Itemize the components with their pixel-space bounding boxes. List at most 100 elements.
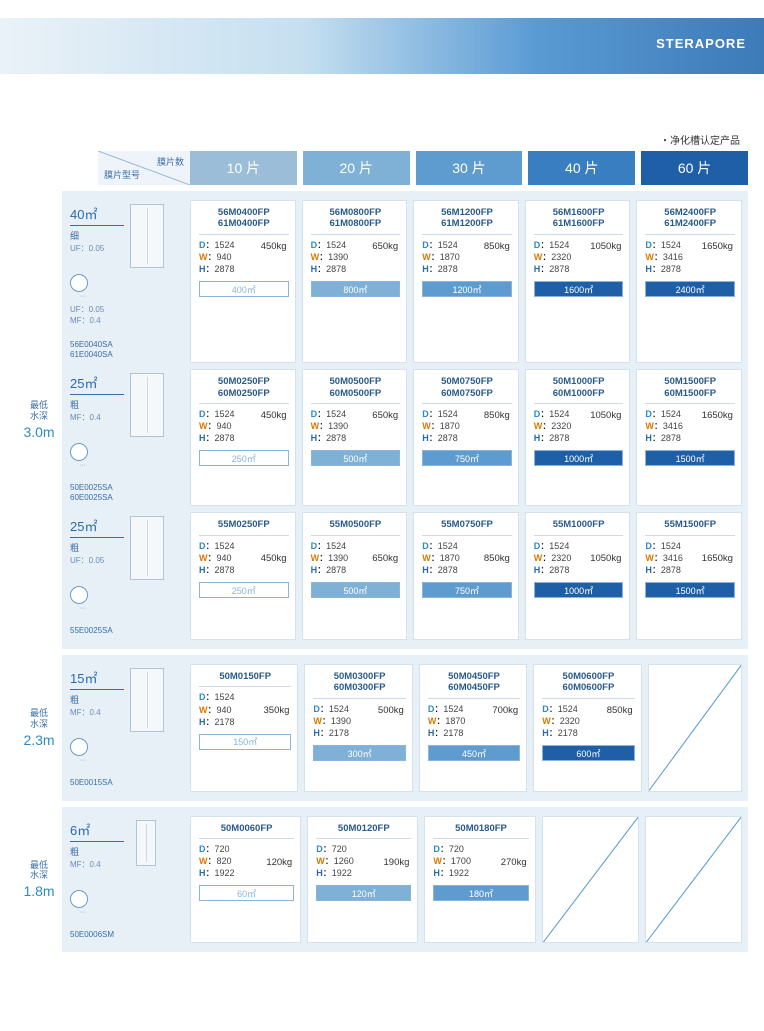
module-codes: 56M1600FP61M1600FP <box>534 207 624 235</box>
module-codes: 56M0400FP61M0400FP <box>199 207 289 235</box>
product-cell <box>648 664 742 792</box>
product-cell: 50M0060FPD：720W：820H：1922120kg60㎡ <box>190 816 301 944</box>
weight: 650kg <box>372 553 398 564</box>
row-head: 25㎡粗UF：0.05· · ·55E0025SA <box>62 512 190 640</box>
depth-value: 1.8m <box>23 883 54 899</box>
module-codes: 56M0800FP61M0800FP <box>311 207 401 235</box>
module-codes: 50M0600FP60M0600FP <box>542 671 634 699</box>
membrane-spec: MF：0.4 <box>70 707 124 718</box>
depth-value: 2.3m <box>23 732 54 748</box>
product-cell: 50M1500FP60M1500FPD：1524W：3416H：28781650… <box>636 369 742 506</box>
area-badge: 1000㎡ <box>534 450 624 466</box>
cells: 50M0250FP60M0250FPD：1524W：940H：2878450kg… <box>190 369 748 506</box>
product-cell: 56M0400FP61M0400FPD：1524W：940H：2878450kg… <box>190 200 296 363</box>
cells: 55M0250FPD：1524W：940H：2878450kg250㎡55M05… <box>190 512 748 640</box>
element-codes: 50E0025SA60E0025SA <box>70 483 124 502</box>
area-badge: 450㎡ <box>428 745 520 761</box>
corner-col-label: 膜片数 <box>157 155 184 168</box>
area-badge: 250㎡ <box>199 582 289 598</box>
product-cell: 50M0250FP60M0250FPD：1524W：940H：2878450kg… <box>190 369 296 506</box>
panel-icon <box>130 373 170 502</box>
diffuser-icon: · · · <box>70 890 94 916</box>
area-badge: 60㎡ <box>199 885 294 901</box>
module-codes: 50M0120FP <box>316 823 411 839</box>
module-codes: 50M0150FP <box>199 671 291 687</box>
area-badge: 600㎡ <box>542 745 634 761</box>
product-cell: 50M1000FP60M1000FPD：1524W：2320H：28781050… <box>525 369 631 506</box>
corner-row-label: 膜片型号 <box>104 168 140 181</box>
product-cell: 55M0500FPD：1524W：1390H：2878650kg500㎡ <box>302 512 408 640</box>
product-cell: 55M0250FPD：1524W：940H：2878450kg250㎡ <box>190 512 296 640</box>
panel-icon <box>130 204 170 359</box>
weight: 850kg <box>484 241 510 252</box>
membrane-type: 细 <box>70 229 124 242</box>
module-codes: 50M1000FP60M1000FP <box>534 376 624 404</box>
column-headers: 10 片20 片30 片40 片60 片 <box>190 151 748 185</box>
product-cell: 50M0180FPD：720W：1700H：1922270kg180㎡ <box>424 816 535 944</box>
cells: 50M0060FPD：720W：820H：1922120kg60㎡ 50M0120… <box>190 816 748 944</box>
depth-label: 最低水深 <box>30 708 48 730</box>
weight: 350kg <box>264 705 290 716</box>
module-codes: 55M0750FP <box>422 519 512 535</box>
rows-wrapper: 40㎡细UF：0.05· · ·UF：0.05MF：0.456E0040SA61… <box>62 191 748 649</box>
product-row: 25㎡粗MF：0.4· · ·50E0025SA60E0025SA50M0250… <box>62 366 748 509</box>
product-cell: 55M1500FPD：1524W：3416H：28781650kg1500㎡ <box>636 512 742 640</box>
product-cell <box>542 816 639 944</box>
area-badge: 250㎡ <box>199 450 289 466</box>
column-header: 10 片 <box>190 151 297 185</box>
product-cell: 55M1000FPD：1524W：2320H：28781050kg1000㎡ <box>525 512 631 640</box>
weight: 650kg <box>372 241 398 252</box>
area-badge: 120㎡ <box>316 885 411 901</box>
area-badge: 400㎡ <box>199 281 289 297</box>
module-codes: 55M0250FP <box>199 519 289 535</box>
area-badge: 750㎡ <box>422 582 512 598</box>
depth-label: 最低水深 <box>30 860 48 882</box>
product-row: 6㎡粗MF：0.4· · ·50E0006SM50M0060FPD：720W：8… <box>62 813 748 947</box>
module-codes: 50M0450FP60M0450FP <box>428 671 520 699</box>
area-badge: 2400㎡ <box>645 281 735 297</box>
module-codes: 55M0500FP <box>311 519 401 535</box>
membrane-area: 25㎡ <box>70 373 124 395</box>
product-cell <box>645 816 742 944</box>
weight: 450kg <box>261 410 287 421</box>
weight: 850kg <box>484 410 510 421</box>
weight: 1050kg <box>590 553 621 564</box>
weight: 650kg <box>372 410 398 421</box>
element-codes: 55E0025SA <box>70 626 124 636</box>
element-codes: 56E0040SA61E0040SA <box>70 340 124 359</box>
module-codes: 50M0180FP <box>433 823 528 839</box>
row-head: 40㎡细UF：0.05· · ·UF：0.05MF：0.456E0040SA61… <box>62 200 190 363</box>
panel-icon <box>130 820 170 940</box>
membrane-spec: MF：0.4 <box>70 859 124 870</box>
membrane-area: 40㎡ <box>70 204 124 226</box>
depth-column: 最低水深1.8m <box>16 807 62 953</box>
depth-label: 最低水深 <box>30 400 48 422</box>
area-badge: 1500㎡ <box>645 450 735 466</box>
product-cell: 50M0500FP60M0500FPD：1524W：1390H：2878650k… <box>302 369 408 506</box>
area-badge: 1000㎡ <box>534 582 624 598</box>
row-head: 15㎡粗MF：0.4· · ·50E0015SA <box>62 664 190 792</box>
area-badge: 800㎡ <box>311 281 401 297</box>
column-header: 30 片 <box>416 151 523 185</box>
product-row: 40㎡细UF：0.05· · ·UF：0.05MF：0.456E0040SA61… <box>62 197 748 366</box>
product-grid: 膜片数 膜片型号 10 片20 片30 片40 片60 片 最低水深3.0m40… <box>16 151 748 952</box>
row-head: 6㎡粗MF：0.4· · ·50E0006SM <box>62 816 190 944</box>
weight: 1650kg <box>702 410 733 421</box>
element-codes: 50E0015SA <box>70 778 124 788</box>
membrane-type: 粗 <box>70 541 124 554</box>
weight: 450kg <box>261 553 287 564</box>
weight: 700kg <box>492 705 518 716</box>
membrane-spec: UF：0.05 <box>70 555 124 566</box>
brand-label: STERAPORE <box>656 36 746 51</box>
product-cell: 56M2400FP61M2400FPD：1524W：3416H：28781650… <box>636 200 742 363</box>
cells: 56M0400FP61M0400FPD：1524W：940H：2878450kg… <box>190 200 748 363</box>
weight: 1050kg <box>590 241 621 252</box>
product-cell: 56M0800FP61M0800FPD：1524W：1390H：2878650k… <box>302 200 408 363</box>
weight: 270kg <box>501 857 527 868</box>
panel-icon <box>130 516 170 636</box>
module-codes: 50M0300FP60M0300FP <box>313 671 405 699</box>
product-cell: 55M0750FPD：1524W：1870H：2878850kg750㎡ <box>413 512 519 640</box>
row-head: 25㎡粗MF：0.4· · ·50E0025SA60E0025SA <box>62 369 190 506</box>
area-badge: 1500㎡ <box>645 582 735 598</box>
area-badge: 1200㎡ <box>422 281 512 297</box>
